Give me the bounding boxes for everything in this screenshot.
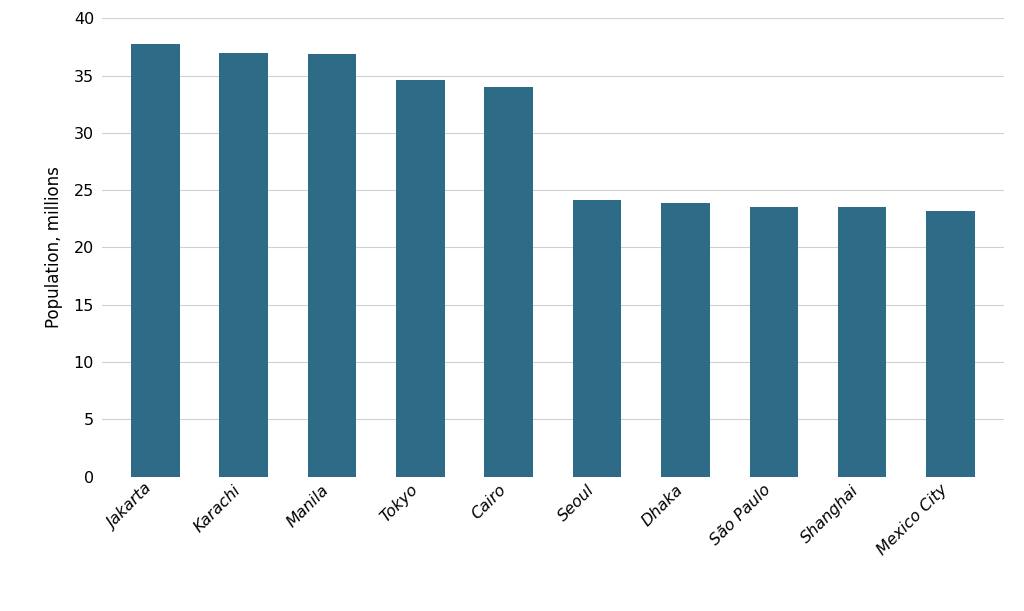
Bar bbox=[572, 200, 622, 477]
Bar bbox=[927, 211, 975, 477]
Bar bbox=[750, 207, 798, 477]
Bar bbox=[396, 80, 444, 477]
Bar bbox=[484, 87, 534, 477]
Bar bbox=[131, 43, 179, 477]
Bar bbox=[308, 54, 356, 477]
Y-axis label: Population, millions: Population, millions bbox=[45, 167, 62, 328]
Bar bbox=[219, 53, 268, 477]
Bar bbox=[838, 207, 887, 477]
Bar bbox=[662, 203, 710, 477]
